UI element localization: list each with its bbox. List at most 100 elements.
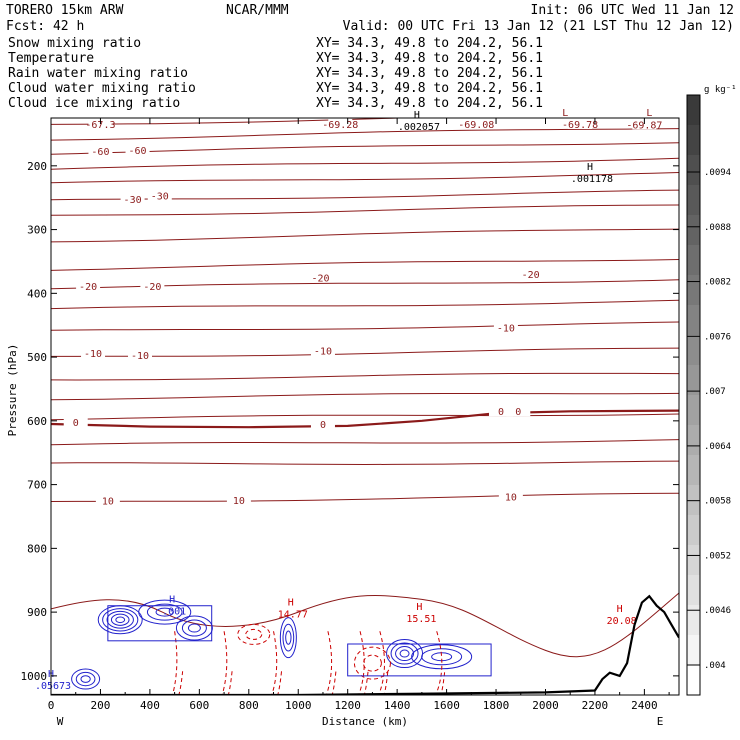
cloud_water-contour [279, 617, 297, 659]
isotherm-line [51, 228, 679, 243]
colorbar-label: .004 [704, 661, 726, 671]
colorbar-swatch [687, 515, 700, 545]
isotherm-line [51, 372, 679, 381]
valid-time: Valid: 00 UTC Fri 13 Jan 12 (21 LST Thu … [343, 19, 734, 34]
cloud_water-contour [421, 648, 463, 666]
field-name: Cloud water mixing ratio [8, 81, 196, 96]
plot-frame [50, 117, 680, 696]
y-tick-label: 300 [27, 224, 47, 237]
x-tick-label: 600 [189, 699, 209, 712]
cloud_water-contour [395, 646, 415, 662]
contour-label-bg [88, 146, 113, 157]
rain-contour [435, 631, 446, 695]
colorbar-swatch [687, 575, 700, 605]
x-tick-label: 1200 [334, 699, 361, 712]
rain-contour [271, 631, 283, 695]
contour-label-bg [81, 348, 106, 359]
contour-label: 0 [73, 418, 79, 429]
center-name: NCAR/MMM [226, 3, 289, 18]
x-axis-label: Distance (km) [322, 715, 408, 728]
x-tick-label: 1400 [384, 699, 411, 712]
extremum-value: .05673 [35, 681, 71, 692]
colorbar-label: .0076 [704, 332, 731, 342]
contour-label: -69.87 [626, 120, 662, 131]
cloud_water-contour [146, 603, 183, 621]
colorbar-swatch [687, 125, 700, 155]
zero-isotherm-line [51, 409, 679, 429]
cloud_water-contour [187, 623, 201, 633]
rain-contour [362, 654, 382, 672]
colorbar-swatch [687, 215, 700, 245]
isotherm-line [51, 259, 679, 271]
cloud_water-contour [347, 643, 492, 677]
contour-label-bg [147, 190, 172, 201]
contour-label-bg [506, 406, 531, 417]
contour-label: 0 [515, 407, 521, 418]
y-tick-label: 1000 [21, 670, 48, 683]
extremum-value: .001178 [571, 174, 613, 185]
colorbar-label: .0064 [704, 442, 731, 452]
cloud_water-contour [80, 675, 91, 683]
terrain-line [51, 594, 679, 695]
colorbar-swatch [687, 275, 700, 305]
y-tick-label: 200 [27, 160, 47, 173]
contour-label: -69.08 [458, 120, 494, 131]
extremum-value: .001 [162, 606, 186, 617]
colorbar-swatch [687, 425, 700, 455]
contour-label: -30 [124, 195, 142, 206]
cloud_water-contour [175, 615, 213, 641]
field-xy: XY= 34.3, 49.8 to 204.2, 56.1 [316, 81, 543, 96]
x-tick-label: 1600 [433, 699, 460, 712]
field-name: Rain water mixing ratio [8, 66, 188, 81]
rain-contour [221, 631, 233, 695]
extremum-marker: H [169, 594, 175, 605]
extremum-value: .002057 [398, 122, 440, 133]
x-axis: 0 200 400 600 800 1000 1200 1400 1600 1800 2000 220… [48, 118, 670, 712]
colorbar-frame [686, 94, 701, 696]
colorbar-swatch [687, 335, 700, 365]
rain-contour [325, 631, 337, 695]
contour-label: -60 [91, 147, 109, 158]
colorbar-swatch [687, 485, 700, 515]
field-list: Snow mixing ratio XY= 34.3, 49.8 to 204.2… [8, 36, 543, 111]
colorbar-swatch [687, 155, 700, 185]
x-tick-label: 400 [140, 699, 160, 712]
field-xy: XY= 34.3, 49.8 to 204.2, 56.1 [316, 36, 543, 51]
contour-label: -30 [151, 192, 169, 203]
contour-label-bg [568, 119, 593, 129]
colorbar-swatch [687, 605, 700, 635]
contour-label: -10 [497, 324, 515, 335]
isotherm-line [51, 142, 679, 155]
isotherm-line [51, 492, 679, 502]
x-tick-label: 200 [91, 699, 111, 712]
cloud_water-contour [138, 599, 192, 625]
extremum-value: 20.08 [607, 616, 637, 627]
y-tick-label: 800 [27, 542, 47, 555]
isotherm-line [51, 204, 679, 216]
field-name: Snow mixing ratio [8, 36, 141, 51]
x-tick-label: 2400 [631, 699, 658, 712]
contour-label-bg [310, 418, 335, 429]
colorbar-label: .0082 [704, 278, 731, 288]
cloud_water-contour [71, 668, 101, 690]
terrain-profile [51, 594, 679, 695]
isotherm-line [51, 321, 679, 331]
contour-label: 10 [233, 496, 245, 507]
moisture-contours [71, 599, 492, 695]
contour-label-bg [493, 322, 518, 333]
colorbar-swatch [687, 665, 700, 695]
cloud_water-contour [75, 671, 96, 687]
colorbar-label: .0088 [704, 223, 731, 233]
cloud_water-contour [110, 613, 130, 626]
colorbar-swatch [687, 185, 700, 215]
extremum-value: 15.51 [406, 614, 436, 625]
extremum-marker: H [288, 598, 294, 609]
isotherm-line [51, 299, 679, 310]
colorbar-swatch [687, 245, 700, 275]
colorbar-label: .007 [704, 387, 726, 397]
colorbar-label: .0046 [704, 606, 731, 616]
x-tick-label: 2200 [582, 699, 609, 712]
isotherm-line [51, 172, 679, 184]
contour-label: -20 [311, 273, 329, 284]
contour-label: -67.3 [85, 120, 115, 131]
